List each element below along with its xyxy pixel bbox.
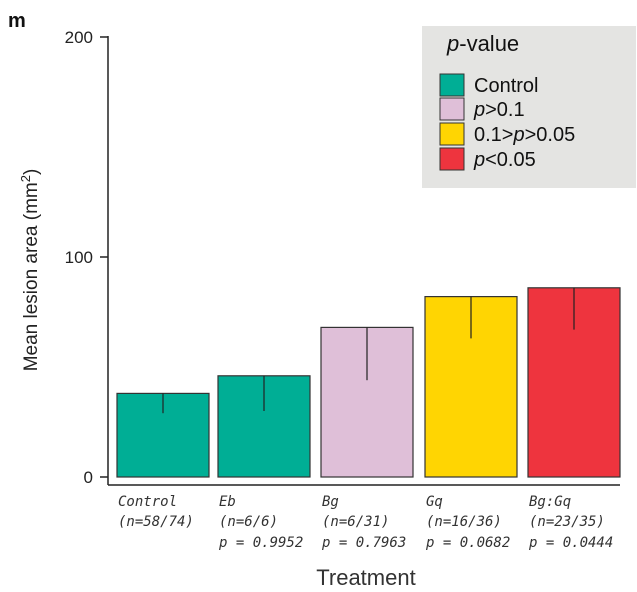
category-n: (n=23/35) <box>529 514 605 530</box>
y-axis-label: Mean lesion area (mm2) <box>18 169 42 372</box>
legend-swatch <box>439 73 465 97</box>
legend-swatch <box>439 147 465 171</box>
legend-label: 0.1>p>0.05 <box>474 124 575 146</box>
legend-label: Control <box>474 75 538 97</box>
y-tick-label: 100 <box>65 248 93 267</box>
x-axis-label: Treatment <box>316 565 415 590</box>
category-p-value: p = 0.0682 <box>425 535 510 551</box>
legend-title: p-value <box>446 31 519 56</box>
category-n: (n=16/36) <box>426 514 502 530</box>
category-n: (n=6/31) <box>322 514 389 530</box>
category-name: Bg <box>322 494 339 510</box>
category-n: (n=58/74) <box>118 514 194 530</box>
y-tick-label: 200 <box>65 28 93 47</box>
category-n: (n=6/6) <box>219 514 278 530</box>
legend-swatch <box>439 122 465 146</box>
category-name: Eb <box>219 494 236 510</box>
legend-swatch <box>439 97 465 121</box>
category-p-value: p = 0.7963 <box>321 535 406 551</box>
y-ticks: 0 100 200 <box>65 28 108 487</box>
legend-label: p>0.1 <box>473 99 525 121</box>
category-p-value: p = 0.9952 <box>218 535 303 551</box>
y-tick-label: 0 <box>84 468 93 487</box>
category-name: Gq <box>426 494 443 510</box>
panel-label: m <box>8 10 26 32</box>
bars <box>116 287 621 478</box>
bar-gq <box>424 296 518 478</box>
legend-label: p<0.05 <box>473 149 536 171</box>
category-name: Control <box>118 494 177 510</box>
category-p-value: p = 0.0444 <box>528 535 613 551</box>
category-name: Bg:Gq <box>529 494 571 510</box>
category-labels: Control (n=58/74) Eb (n=6/6) p = 0.9952 Bg (n=… <box>118 494 613 551</box>
